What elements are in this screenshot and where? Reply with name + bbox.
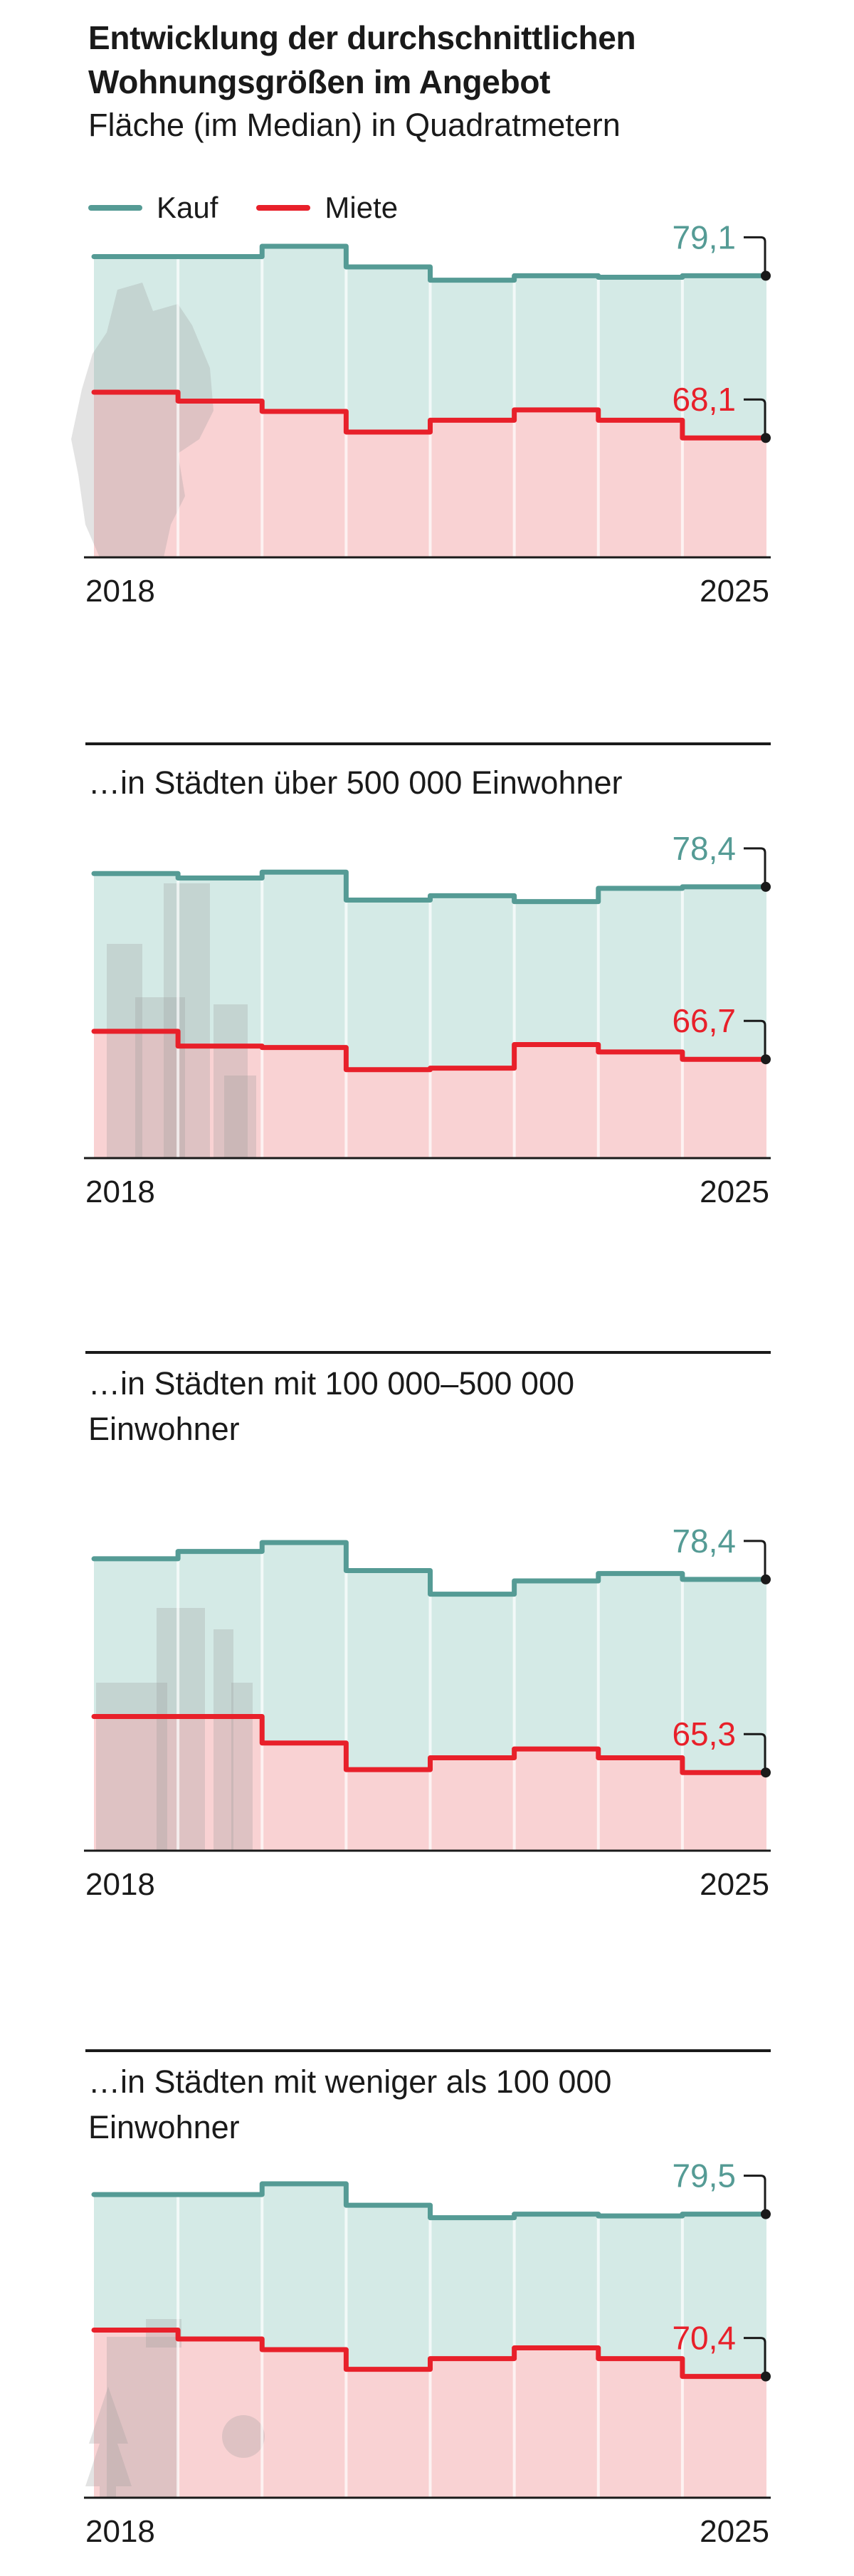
chart-subtitle: Fläche (im Median) in Quadratmetern [88, 107, 621, 143]
house-icon [224, 1076, 256, 1158]
chart-title: Entwicklung der durchschnittlichen Wohnu… [88, 16, 800, 104]
end-value-label-kauf: 79,1 [672, 219, 736, 256]
section-heading-2: …in Städten über 500 000 Einwohner [88, 764, 623, 801]
end-value-label-miete: 66,7 [672, 1002, 736, 1039]
building-icon [164, 883, 210, 1158]
section-divider [85, 1351, 771, 1354]
background-illustration [96, 1608, 253, 1851]
line-kauf [91, 2181, 769, 2221]
x-tick-label-end: 2025 [700, 1174, 769, 1209]
step-chart-4: 79,5 70,4 2018 2025 [84, 2157, 771, 2549]
section-divider [85, 742, 771, 745]
x-tick-label-end: 2025 [700, 574, 769, 609]
end-point-dot [761, 2209, 771, 2219]
end-point-dot [761, 1054, 771, 1065]
section-heading-4: …in Städten mit weniger als 100 000 Einw… [88, 2059, 771, 2150]
title-line-1: Entwicklung der durchschnittlichen [88, 19, 636, 56]
label-bracket [744, 398, 766, 438]
section-divider [85, 2049, 771, 2052]
x-tick-label-start: 2018 [85, 1174, 155, 1209]
house-icon [107, 2337, 178, 2498]
x-tick-label-start: 2018 [85, 2514, 155, 2549]
legend-item-miete: Miete [256, 191, 398, 225]
heading-line-2: Einwohner [88, 1411, 240, 1447]
x-tick-label-end: 2025 [700, 1867, 769, 1902]
fir-tree-icon [85, 2387, 132, 2498]
building-icon [96, 1683, 167, 1851]
building-icon [157, 1608, 205, 1851]
label-bracket [744, 236, 766, 276]
label-bracket [744, 1019, 766, 1060]
end-value-label-miete: 65,3 [672, 1715, 736, 1752]
end-value-label-miete: 68,1 [672, 381, 736, 418]
x-tick-label-end: 2025 [700, 2514, 769, 2549]
legend: Kauf Miete [88, 191, 436, 225]
tree-icon [222, 2415, 265, 2458]
building-icon [107, 944, 142, 1158]
building-icon [231, 1683, 253, 1851]
label-bracket [744, 2175, 766, 2214]
title-line-2: Wohnungsgrößen im Angebot [88, 63, 551, 100]
line-kauf [91, 243, 769, 283]
section-heading-3: …in Städten mit 100 000–500 000 Einwohne… [88, 1361, 771, 1452]
background-illustration [85, 2319, 265, 2498]
x-tick-label-start: 2018 [85, 574, 155, 609]
label-bracket [744, 2337, 766, 2377]
line-kauf [91, 869, 769, 905]
end-value-label-kauf: 79,5 [672, 2157, 736, 2194]
end-point-dot [761, 1574, 771, 1584]
building-icon [214, 1004, 248, 1158]
heading-line-1: …in Städten mit 100 000–500 000 [88, 1365, 574, 1402]
end-value-label-kauf: 78,4 [672, 830, 736, 867]
end-point-dot [761, 1767, 771, 1778]
line-miete [91, 1029, 769, 1073]
step-chart-3: 78,4 65,3 2018 2025 [84, 1519, 771, 1902]
line-miete [91, 1714, 769, 1775]
end-value-label-miete: 70,4 [672, 2320, 736, 2357]
legend-swatch-kauf [88, 205, 142, 211]
end-point-dot [761, 270, 771, 281]
building-icon [214, 1629, 233, 1851]
step-chart-1: 79,1 68,1 2018 2025 [71, 219, 771, 609]
end-value-label-kauf: 78,4 [672, 1523, 736, 1560]
legend-label-kauf: Kauf [157, 191, 218, 224]
line-miete [91, 2327, 769, 2380]
legend-swatch-miete [256, 205, 311, 211]
step-chart-2: 78,4 66,7 2018 2025 [84, 826, 771, 1209]
heading-line-2: Einwohner [88, 2109, 240, 2145]
legend-item-kauf: Kauf [88, 191, 218, 225]
end-point-dot [761, 433, 771, 443]
end-point-dot [761, 2371, 771, 2382]
label-bracket [744, 847, 766, 887]
heading-line-1: …in Städten mit weniger als 100 000 [88, 2064, 612, 2100]
legend-label-miete: Miete [325, 191, 399, 224]
x-tick-label-start: 2018 [85, 1867, 155, 1902]
line-kauf [91, 1540, 769, 1597]
line-miete [91, 389, 769, 441]
label-bracket [744, 1540, 766, 1579]
end-point-dot [761, 881, 771, 892]
label-bracket [744, 1733, 766, 1773]
